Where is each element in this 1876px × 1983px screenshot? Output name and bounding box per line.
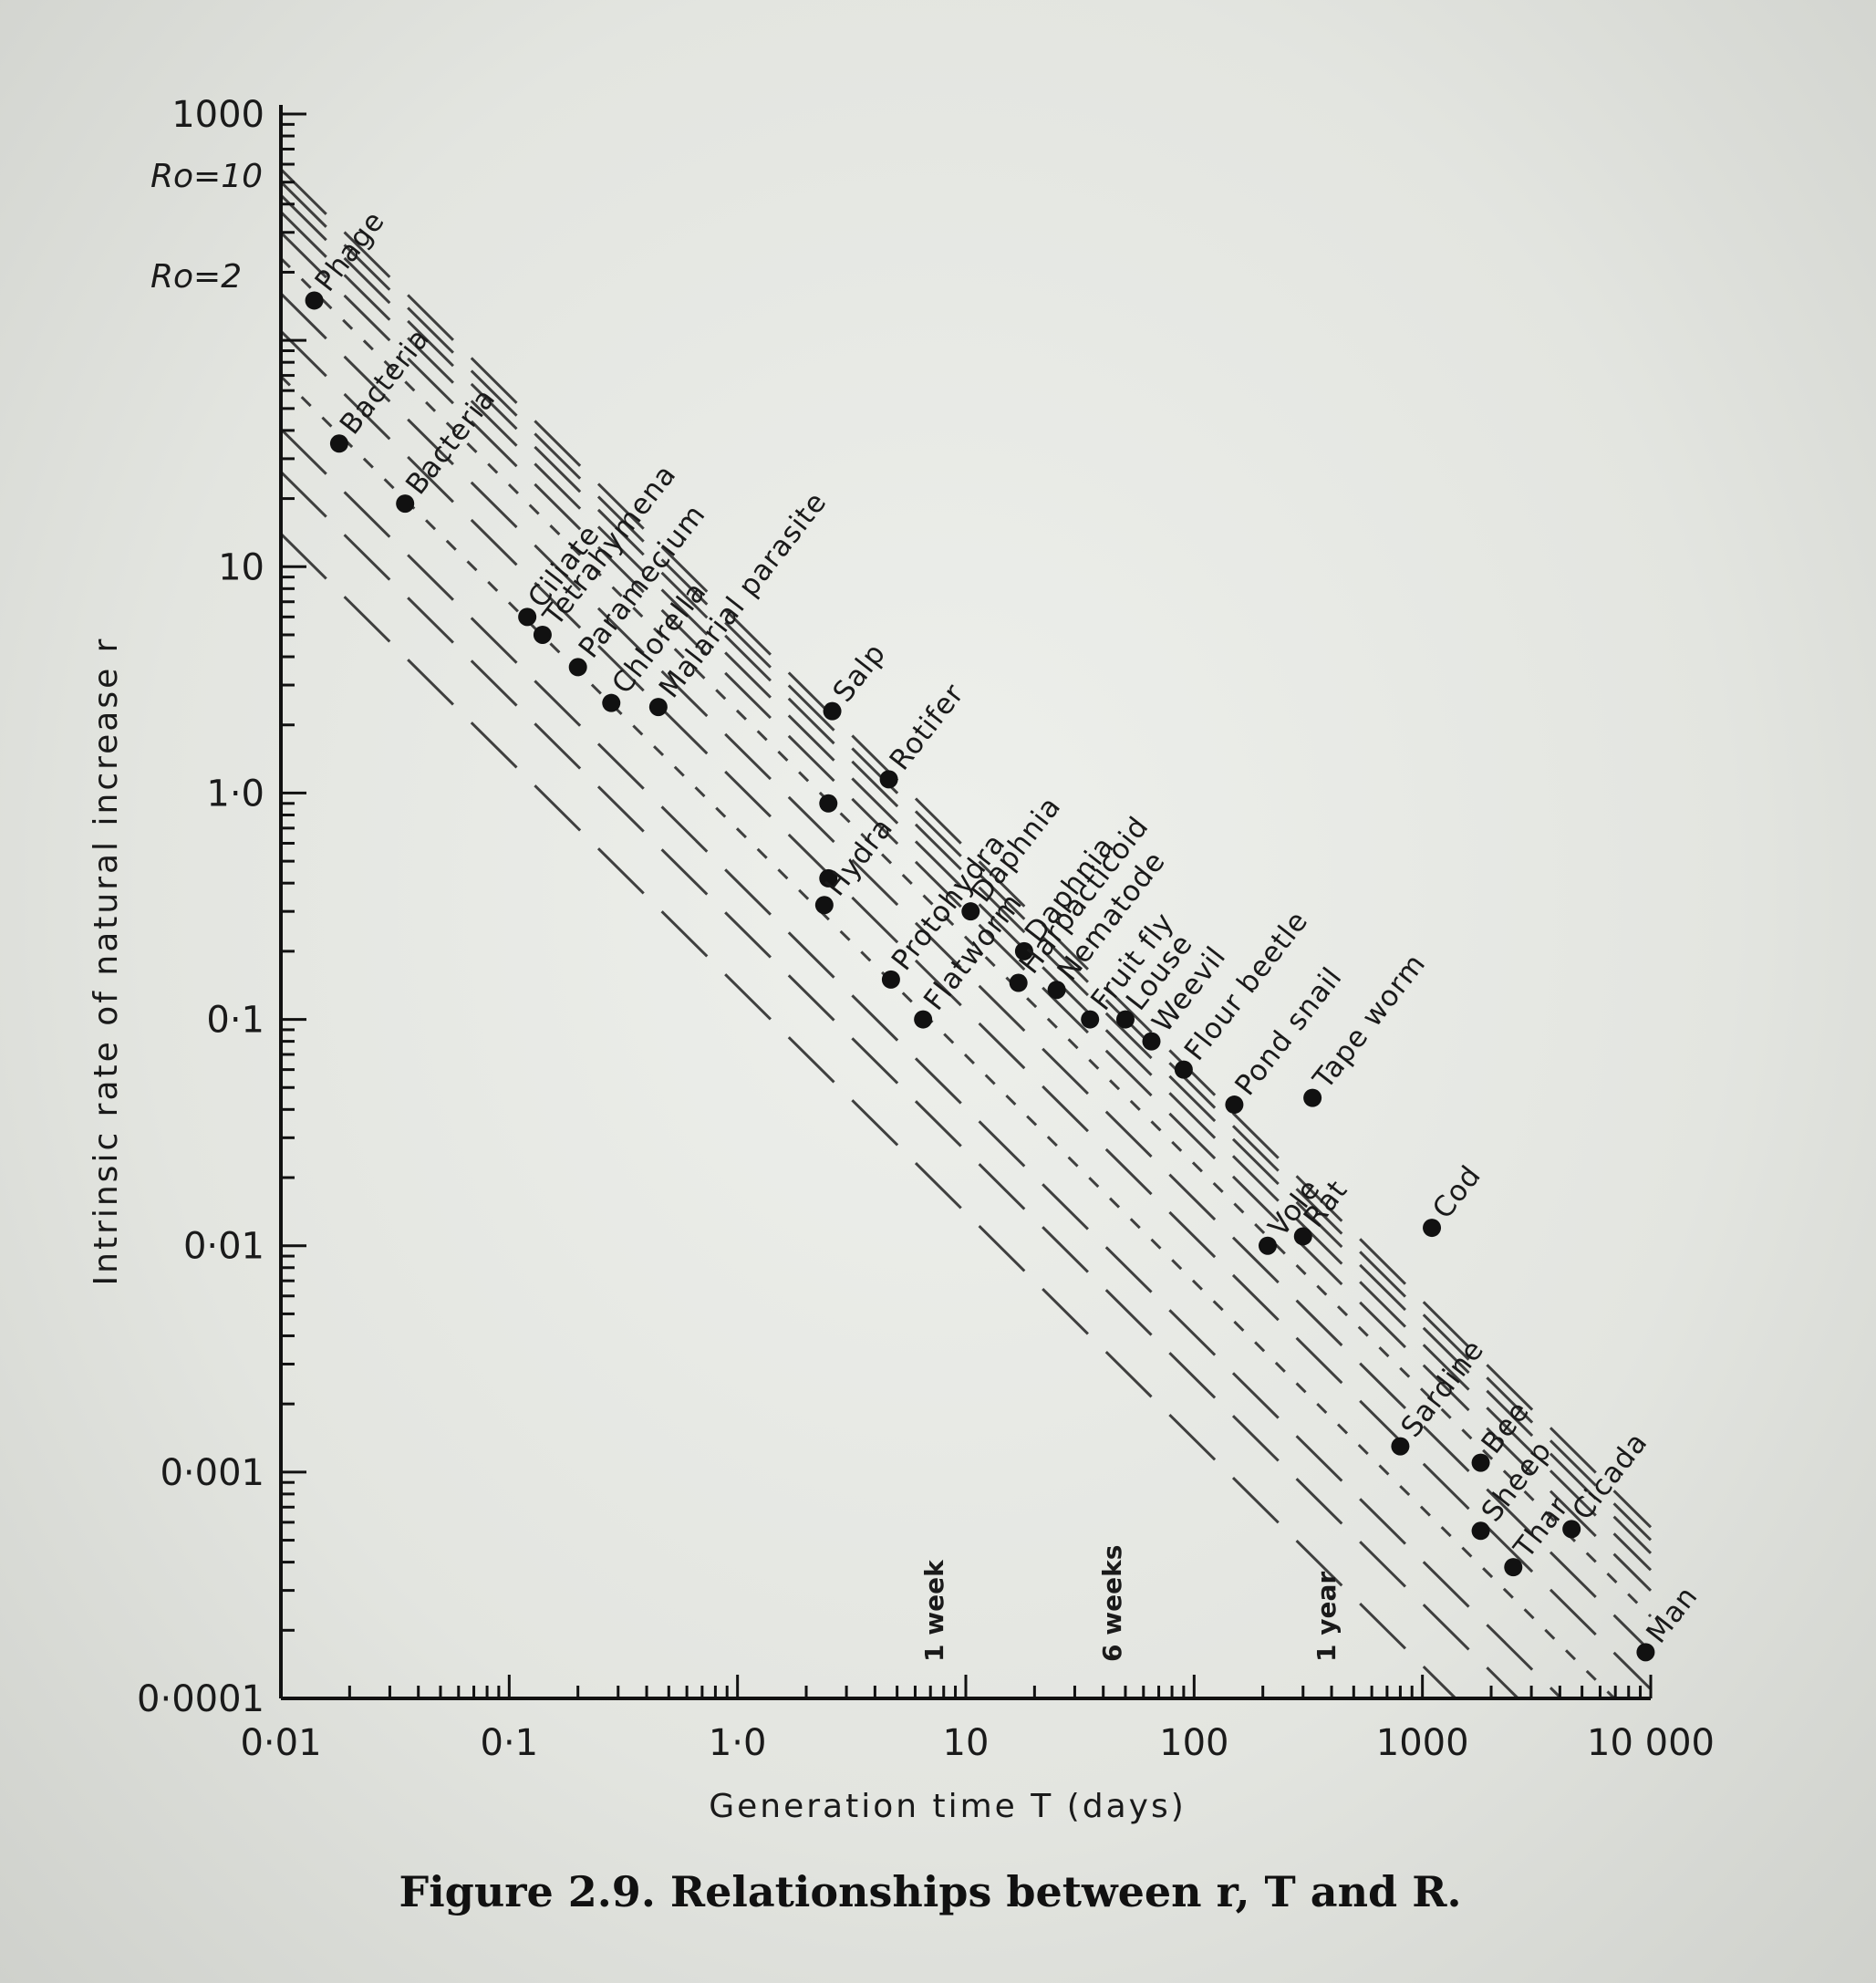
r-T-R-line: [279, 292, 1653, 1653]
r-T-R-line: [279, 231, 1653, 1592]
data-point: [396, 494, 415, 514]
point-label: Rotifer: [884, 678, 971, 777]
point-label: Bacteria: [334, 322, 437, 441]
time-marker-label: 6 weeks: [1097, 1545, 1127, 1662]
data-point: [1115, 1010, 1135, 1029]
x-tick-label: 0·01: [240, 1722, 321, 1764]
data-point: [1423, 1219, 1442, 1238]
data-points: [305, 291, 1655, 1662]
x-tick-label: 1000: [1376, 1722, 1469, 1764]
data-point: [823, 701, 842, 721]
data-point: [602, 693, 621, 712]
r-T-R-line: [279, 168, 1653, 1529]
data-point: [1293, 1227, 1312, 1246]
data-point: [329, 434, 348, 453]
data-point: [305, 291, 324, 310]
data-point: [881, 970, 900, 989]
relationship-lines: [279, 168, 1653, 1700]
data-point: [1504, 1558, 1523, 1577]
data-point: [533, 625, 552, 644]
y-tick-label: 0·0001: [137, 1678, 264, 1720]
data-point: [961, 902, 980, 921]
point-label: Cicada: [1566, 1427, 1654, 1527]
r-T-R-line: [279, 329, 1653, 1690]
y-tick-label: 0·001: [160, 1452, 264, 1494]
data-point: [879, 770, 898, 789]
data-point: [819, 794, 838, 813]
x-tick-label: 0·1: [481, 1722, 539, 1764]
x-axis-title: Generation time T (days): [709, 1788, 1187, 1825]
data-point: [1636, 1643, 1655, 1662]
x-tick-label: 10: [943, 1722, 990, 1764]
data-point: [814, 896, 834, 915]
data-point: [1471, 1453, 1490, 1472]
data-point: [568, 658, 587, 677]
y-tick-label: 0·1: [206, 1000, 264, 1042]
ro-label: Ro=10: [150, 158, 263, 195]
point-label: Salp: [826, 638, 892, 709]
ro-label: Ro=2: [150, 258, 242, 296]
y-tick-label: 10: [218, 546, 264, 588]
y-tick-label: 1000: [171, 94, 264, 136]
figure-caption: Figure 2.9. Relationships between r, T a…: [399, 1867, 1462, 1916]
data-point: [1047, 981, 1066, 1000]
point-label: Cod: [1426, 1159, 1487, 1225]
data-point: [1142, 1032, 1161, 1051]
time-marker-label: 1 week: [919, 1559, 949, 1662]
data-point: [1562, 1520, 1581, 1539]
x-tick-label: 1·0: [709, 1722, 767, 1764]
x-tick-label: 10 000: [1587, 1722, 1715, 1764]
r-T-R-line: [279, 471, 1519, 1700]
x-tick-label: 100: [1159, 1722, 1228, 1764]
data-point: [1471, 1521, 1490, 1541]
point-label: Hydra: [819, 812, 900, 902]
y-tick-label: 0·01: [183, 1226, 264, 1268]
data-point: [648, 698, 668, 717]
r-T-R-line: [279, 428, 1562, 1700]
r-T-R-line: [279, 181, 1653, 1542]
data-point: [1303, 1088, 1322, 1107]
data-point: [819, 868, 838, 888]
data-point: [1009, 973, 1028, 992]
data-point: [1225, 1095, 1244, 1115]
r-T-R-line: [279, 375, 1616, 1700]
time-marker-label: 1 year: [1311, 1572, 1342, 1662]
axes: 0·01 0·1 1·0 10 100 1000 10 000 1000 10 1·0 0·1 0·0…: [137, 94, 1715, 1764]
data-point: [1391, 1437, 1410, 1456]
r-T-R-line: [279, 533, 1457, 1700]
data-point: [518, 607, 537, 627]
r-T-R-line: [279, 211, 1653, 1572]
r-T-R-line: [279, 257, 1653, 1618]
data-point: [914, 1010, 933, 1029]
r-T-R-line: [279, 193, 1653, 1554]
y-axis-title: Intrinsic rate of natural increase r: [88, 637, 125, 1286]
data-point: [1014, 941, 1033, 960]
data-point: [1081, 1010, 1100, 1029]
point-label: Sardine: [1394, 1334, 1490, 1444]
y-tick-label: 1·0: [206, 773, 264, 815]
data-point: [1258, 1236, 1277, 1255]
data-point: [1174, 1060, 1193, 1079]
